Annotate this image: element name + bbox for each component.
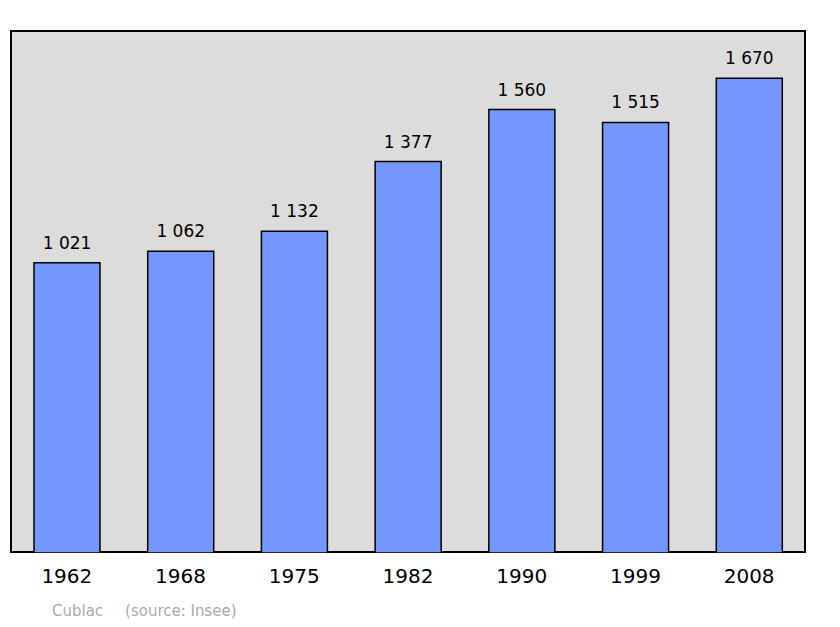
- svg-text:1975: 1975: [269, 564, 320, 588]
- html-text:Cublac: Cublac: [52, 602, 104, 620]
- svg-text:1 132: 1 132: [270, 201, 319, 221]
- svg-text:1 377: 1 377: [384, 132, 433, 152]
- svg-text:1 021: 1 021: [43, 233, 92, 253]
- svg-text:1 560: 1 560: [498, 80, 547, 100]
- svg-text:1 515: 1 515: [611, 92, 660, 112]
- svg-text:1968: 1968: [155, 564, 206, 588]
- svg-text:1982: 1982: [383, 564, 434, 588]
- html-text:(source: Insee): (source: Insee): [125, 602, 237, 620]
- svg-text:1962: 1962: [41, 564, 92, 588]
- svg-text:2008: 2008: [724, 564, 775, 588]
- svg-text:1 670: 1 670: [725, 48, 774, 68]
- svg-text:1999: 1999: [610, 564, 661, 588]
- svg-text:1 062: 1 062: [156, 221, 205, 241]
- svg-text:1990: 1990: [496, 564, 547, 588]
